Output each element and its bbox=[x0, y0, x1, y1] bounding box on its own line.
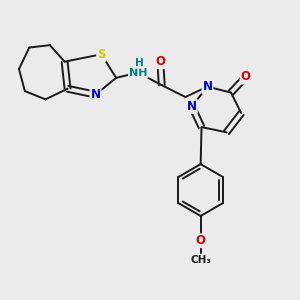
Text: NH: NH bbox=[129, 68, 148, 78]
Text: N: N bbox=[187, 100, 197, 113]
Text: O: O bbox=[155, 55, 165, 68]
Text: N: N bbox=[91, 88, 100, 101]
Text: O: O bbox=[241, 70, 251, 83]
Text: CH₃: CH₃ bbox=[190, 254, 211, 265]
Text: N: N bbox=[202, 80, 212, 93]
Text: H: H bbox=[135, 58, 144, 68]
Text: O: O bbox=[196, 234, 206, 247]
Text: S: S bbox=[97, 48, 106, 61]
